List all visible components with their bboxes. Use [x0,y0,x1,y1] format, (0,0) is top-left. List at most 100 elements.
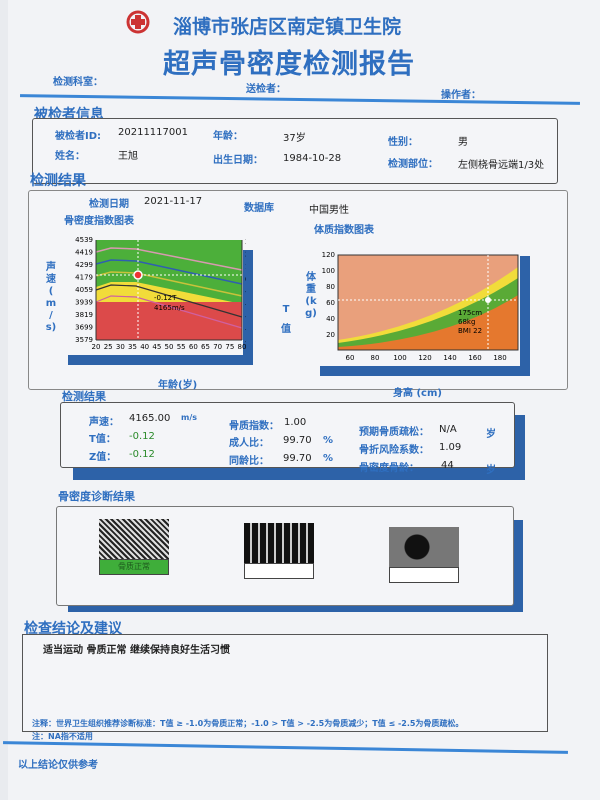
plus1-line [95,259,243,285]
results-box: 声速： 4165.00 m/s T值： -0.12 Z值： -0.12 骨质指数… [60,402,515,476]
bmd-chart-shadow-side [243,250,253,365]
dob-label: 出生日期： [213,155,263,166]
expected-value: N/A [439,424,457,435]
y-tick-label: 3579 [75,336,93,344]
point-annotation-speed: 4165m/s [154,304,185,312]
bmd-chart-title: 骨密度指数图表 [64,216,134,227]
mean-line [95,271,243,297]
annotation-bmi: BMI 22 [458,327,482,335]
osteoporosis-bone-label [389,567,459,583]
underweight-region [338,295,518,350]
database-value: 中国男性 [309,205,349,216]
age-ratio-value: 99.70 [283,453,312,464]
conclusion-text: 适当运动 骨质正常 继续保持良好生活习惯 [43,645,230,656]
x-tick-label: 50 [165,343,174,351]
sex-value: 男 [458,137,468,148]
bmi-chart-shadow [320,366,530,376]
diagnosis-box: 骨质正常 [56,506,514,606]
x-tick-label: 180 [493,354,506,362]
bone-age-unit: 岁 [486,465,496,476]
expected-unit: 岁 [486,429,496,440]
diagnosis-section-title: 骨密度诊断结果 [58,490,135,503]
x-tick-label: 100 [393,354,406,362]
database-label: 数据库 [244,203,274,214]
header-divider [20,94,580,105]
patient-point [133,270,143,280]
age-ratio-label: 同龄比： [229,456,269,467]
x-tick-label: 140 [443,354,456,362]
dob-value: 1984-10-28 [283,153,342,164]
conclusion-section-title: 检查结论及建议 [24,621,122,637]
exam-date-label: 检测日期 [89,199,129,210]
hospital-cross-logo-icon [126,10,150,34]
x-tick-label: 40 [140,343,149,351]
normal-bone-label: 骨质正常 [99,559,169,575]
dept-label: 检测科室： [53,77,103,88]
z-value: -0.12 [129,449,155,460]
plus2-line [95,247,243,271]
x-tick-label: 120 [418,354,431,362]
x-tick-label: 20 [92,343,101,351]
y-tick-label: 3699 [75,324,93,332]
bmd-y2label: T值 [281,304,291,335]
y2-tick-label: 3 [245,238,246,246]
bmi-chart-shadow-side [520,256,530,376]
y-tick-label: 40 [326,315,335,323]
bmd-xlabel: 年龄(岁) [158,380,198,391]
y2-tick-label: 1 [245,263,246,271]
x-tick-label: 70 [213,343,222,351]
exam-section-title: 检测结果 [30,173,86,189]
speed-value: 4165.00 [129,413,171,424]
bmi-xlabel: 身高 (cm) [393,388,442,399]
bmd-chart: 20 25 30 35 40 45 50 55 60 65 70 75 8045394419429941… [75,236,246,351]
speed-label: 声速： [89,417,119,428]
site-label: 检测部位： [388,159,438,170]
exam-date-value: 2021-11-17 [144,196,203,207]
bmi-ylabel: 体重(kg) [305,272,317,319]
osteopenia-bone-image [244,523,314,563]
fracture-value: 1.09 [439,442,462,453]
x-tick-label: 25 [104,343,113,351]
expected-label: 预期骨质疏松： [359,427,429,438]
footer-divider [3,741,568,754]
bmi-chart-title: 体质指数图表 [314,225,374,236]
y2-tick-label: -3 [245,313,246,321]
report-title: 超声骨密度检测报告 [163,49,415,80]
point-annotation-t: -0.12T [154,294,177,302]
y-tick-label: 60 [326,299,335,307]
na-note: 注：NA指不适用 [32,732,93,741]
y-tick-label: 4299 [75,261,93,269]
site-value: 左侧桡骨远端1/3处 [458,160,545,171]
y-tick-label: 100 [322,267,335,275]
y2-tick-label: -2 [245,301,246,309]
y-tick-label: 4419 [75,249,93,257]
adult-label: 成人比： [229,438,269,449]
y2-tick-label: -4 [245,326,246,334]
speed-unit: m/s [181,413,198,422]
operator-label: 操作者： [441,90,481,101]
bqi-value: 1.00 [284,417,307,428]
fracture-label: 骨折风险系数： [359,445,429,456]
bmd-chart-shadow [68,355,253,365]
y-tick-label: 4539 [75,236,93,244]
x-tick-label: 35 [128,343,137,351]
x-tick-label: 45 [152,343,161,351]
patient-info-box: 被检者ID: 20211117001 年龄： 37岁 性别： 男 姓名： 王旭 … [32,118,558,184]
results-section-title: 检测结果 [62,390,106,403]
y-tick-label: 4059 [75,286,93,294]
y-tick-label: 4179 [75,274,93,282]
x-tick-label: 30 [116,343,125,351]
y2-tick-label: 2 [245,251,246,259]
y-tick-label: 3819 [75,311,93,319]
y-tick-label: 20 [326,331,335,339]
normal-bone-image [99,519,169,559]
age-ratio-pct: % [323,453,334,464]
bone-age-value: 44 [441,460,454,471]
x-tick-label: 60 [189,343,198,351]
sex-label: 性别： [388,137,418,148]
hospital-name: 淄博市张店区南定镇卫生院 [173,16,402,38]
z-label: Z值： [89,452,117,463]
y-tick-label: 80 [326,283,335,291]
name-label: 姓名： [55,151,85,162]
